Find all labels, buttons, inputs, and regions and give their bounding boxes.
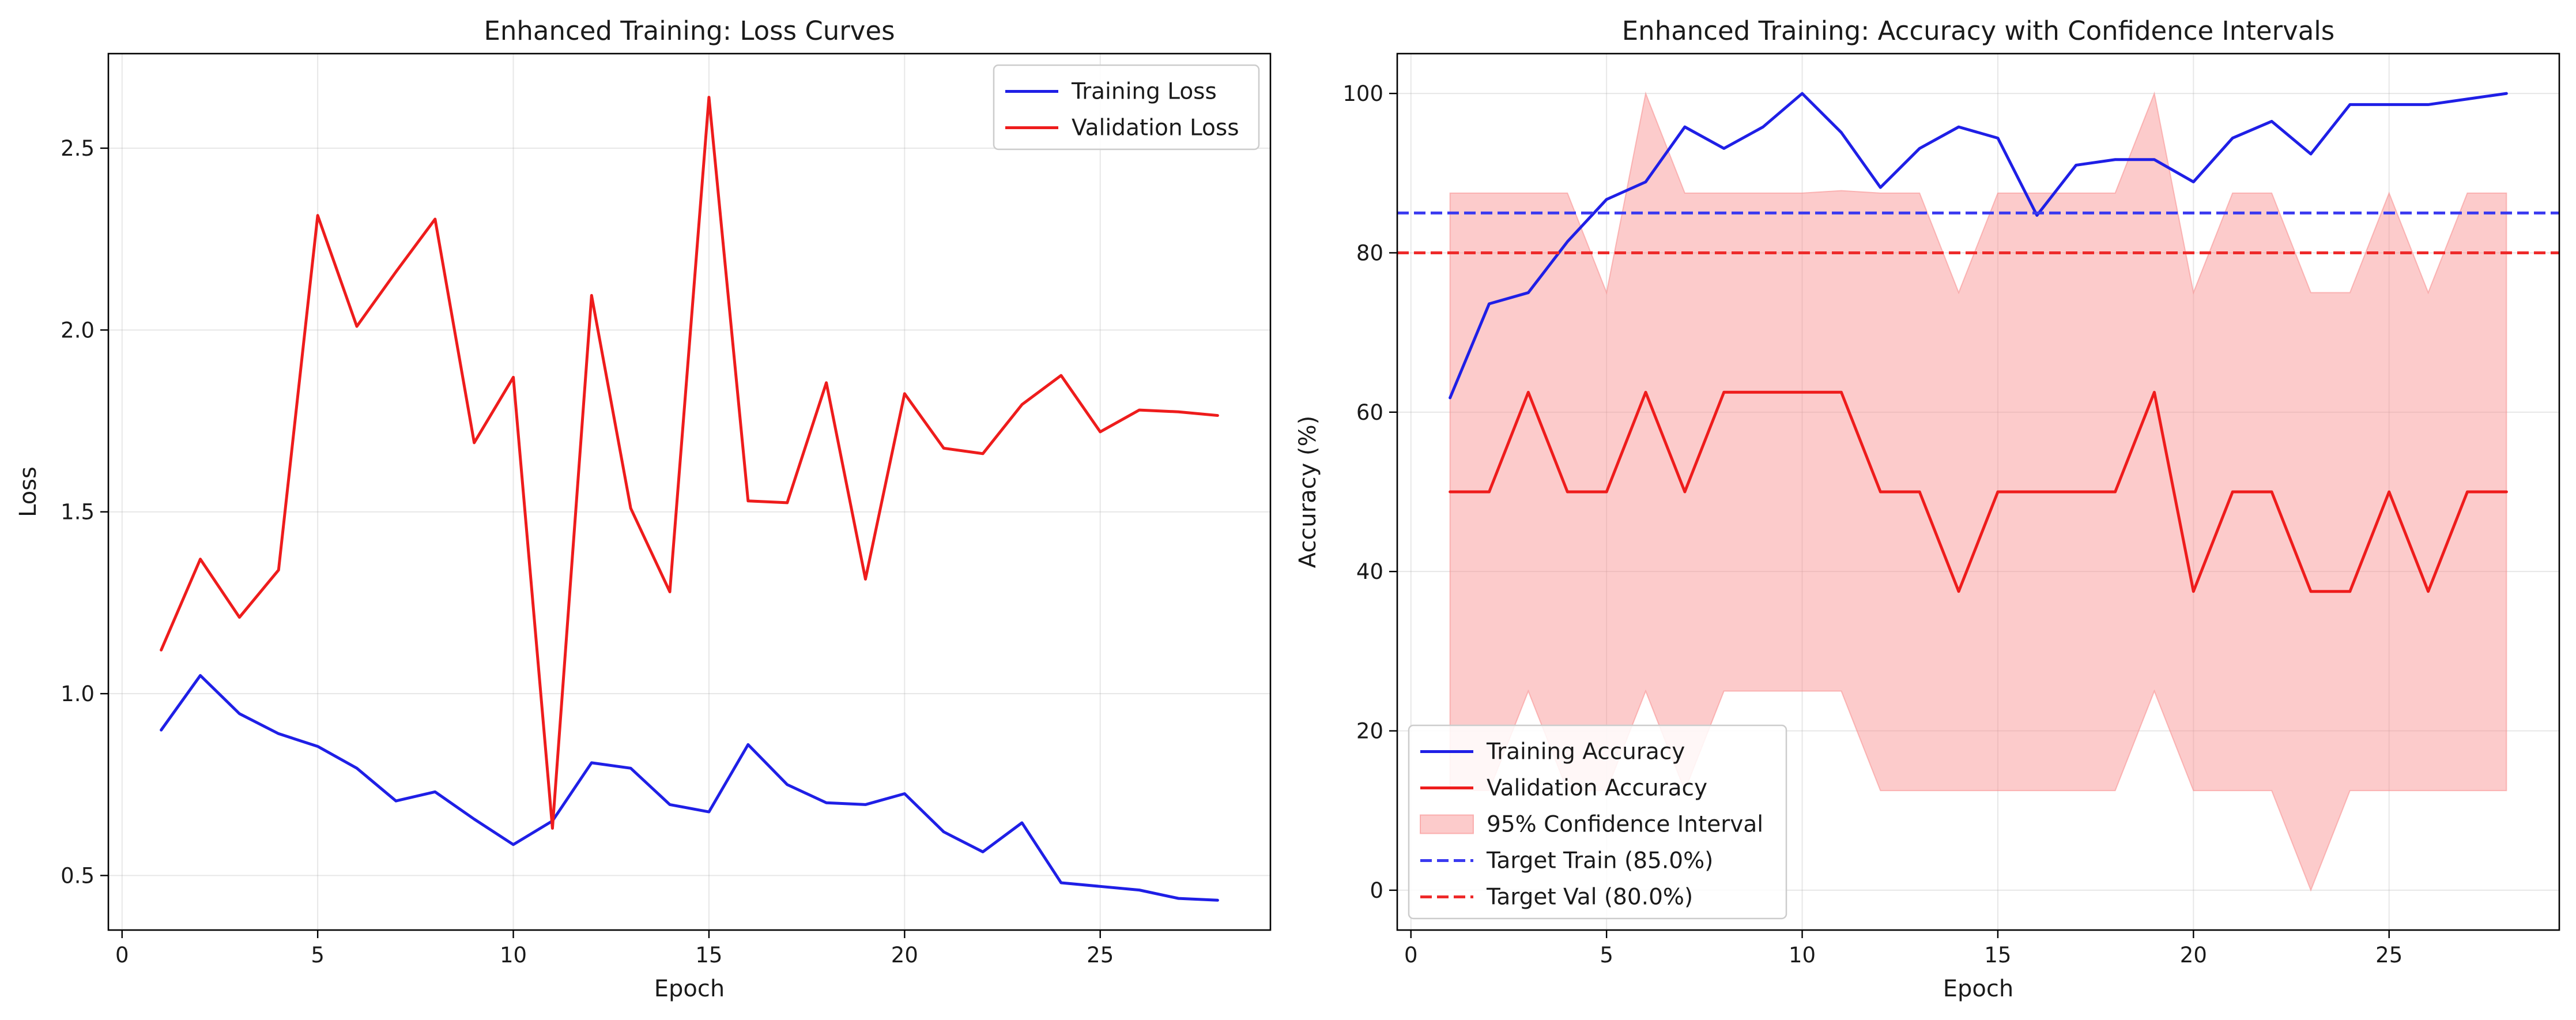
y-tick-label: 2.5 — [61, 136, 95, 161]
legend-label-1: Training Loss — [1071, 79, 1217, 105]
y-tick-label: 0.5 — [61, 863, 95, 888]
chart-panel-1: 0 5 10 15 20 25 0.5 1.0 1.5 2.0 2.5 Enhanced Traini… — [15, 16, 1272, 1002]
x-tick-label: 0 — [1404, 943, 1418, 968]
legend-label-2: Validation Accuracy — [1487, 776, 1707, 801]
y-tick-label: 20 — [1356, 719, 1383, 744]
y-tick-label: 1.5 — [61, 500, 95, 525]
x-tick-label: 15 — [1984, 943, 2011, 968]
x-tick-label: 10 — [1789, 943, 1816, 968]
y-tick-label: 40 — [1356, 559, 1383, 584]
x-axis-label: Epoch — [1943, 976, 2013, 1002]
x-tick-label: 0 — [115, 943, 129, 968]
y-tick-label: 2.0 — [61, 318, 95, 342]
chart-title: Enhanced Training: Accuracy with Confide… — [1622, 16, 2335, 46]
series-line-1 — [1449, 92, 2508, 400]
x-tick-label: 25 — [1087, 943, 1114, 968]
plot-frame — [1396, 52, 2560, 931]
y-tick-label: 60 — [1356, 400, 1383, 425]
legend-label-2: Validation Loss — [1072, 115, 1239, 141]
x-tick-label: 20 — [891, 943, 918, 968]
grid — [108, 54, 1270, 930]
x-tick-label: 5 — [1600, 943, 1613, 968]
legend-label-1: Training Accuracy — [1486, 739, 1685, 765]
confidence-band — [1449, 91, 2507, 892]
x-tick-label: 15 — [695, 943, 722, 968]
legend-box — [993, 64, 1260, 150]
series-line-1 — [160, 674, 1219, 902]
x-tick-label: 20 — [2180, 943, 2207, 968]
legend: Training Loss Validation Loss — [993, 64, 1260, 150]
legend-label-3: 95% Confidence Interval — [1487, 812, 1763, 838]
y-axis-label: Accuracy (%) — [1295, 416, 1321, 569]
x-tick-label: 10 — [500, 943, 527, 968]
series-line-2 — [1449, 390, 2508, 593]
legend-label-4: Target Train (85.0%) — [1486, 848, 1713, 874]
chart-panel-2: 0 5 10 15 20 25 0 20 40 60 80 100 Enhanced Training:… — [1295, 16, 2560, 1002]
series-line-2 — [160, 96, 1219, 830]
legend-box — [1408, 724, 1787, 920]
legend: Training Accuracy Validation Accuracy 95% … — [1408, 724, 1787, 920]
x-tick-label: 25 — [2375, 943, 2402, 968]
y-tick-label: 100 — [1342, 81, 1383, 106]
chart-title: Enhanced Training: Loss Curves — [484, 16, 895, 46]
legend-swatch-3 — [1420, 814, 1474, 834]
y-tick-label: 1.0 — [61, 682, 95, 706]
y-tick-label: 0 — [1370, 878, 1383, 903]
x-tick-label: 5 — [311, 943, 325, 968]
y-tick-label: 80 — [1356, 240, 1383, 265]
legend-label-5: Target Val (80.0%) — [1486, 884, 1693, 910]
plot-frame — [107, 52, 1272, 931]
x-axis-label: Epoch — [654, 976, 725, 1002]
y-axis-label: Loss — [15, 466, 42, 517]
